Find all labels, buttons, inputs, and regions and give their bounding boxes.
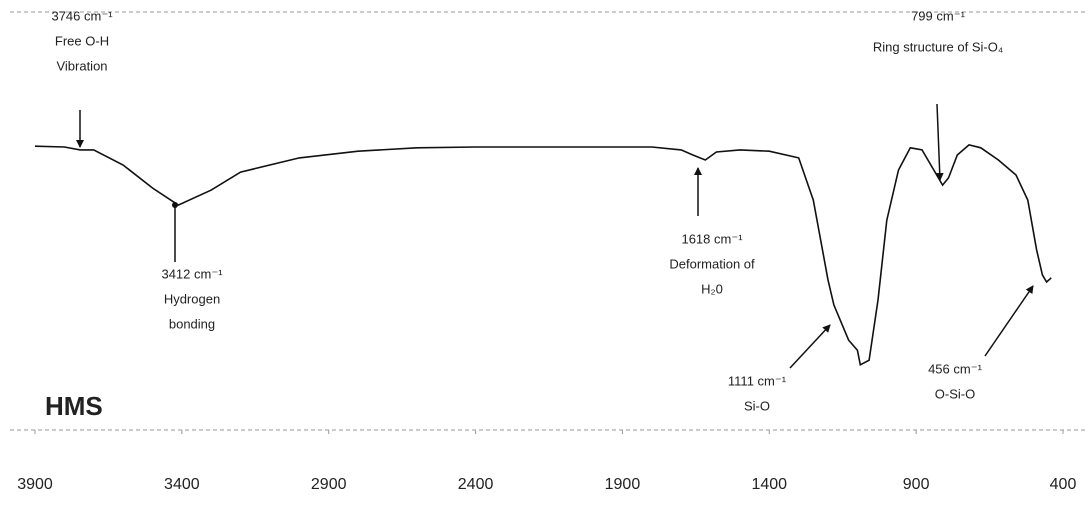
- annotation: 1111 cm⁻¹: [728, 373, 787, 388]
- arrow: [937, 104, 940, 180]
- x-tick-label: 400: [1050, 476, 1077, 493]
- x-tick-label: 3900: [17, 476, 53, 493]
- annotation: Vibration: [56, 58, 107, 73]
- annotation: 3412 cm⁻¹: [161, 266, 223, 281]
- annotation: 799 cm⁻¹: [911, 8, 965, 23]
- annotation: H₂0: [701, 281, 723, 296]
- annotation: Deformation of: [669, 256, 755, 271]
- x-tick-label: 1900: [605, 476, 641, 493]
- annotation: Si-O: [744, 398, 770, 413]
- arrow: [790, 325, 830, 368]
- annotation: O-Si-O: [935, 386, 975, 401]
- annotation: 3746 cm⁻¹: [51, 8, 113, 23]
- chart: HMS 3900 3400 2900 2400 1900 1400 900 400 3746 c…: [0, 0, 1089, 505]
- annotation: 1618 cm⁻¹: [681, 231, 743, 246]
- arrow: [985, 286, 1033, 356]
- annotation: Ring structure of Si-O₄: [873, 39, 1003, 54]
- x-tick-label: 3400: [164, 476, 200, 493]
- x-tick-label: 900: [903, 476, 930, 493]
- sample-label: HMS: [45, 391, 103, 421]
- annotation: Free O-H: [55, 33, 109, 48]
- x-tick-label: 1400: [751, 476, 787, 493]
- x-tick-label: 2900: [311, 476, 347, 493]
- annotation: Hydrogen: [164, 291, 220, 306]
- x-tick-label: 2400: [458, 476, 494, 493]
- annotation: bonding: [169, 316, 215, 331]
- annotation: 456 cm⁻¹: [928, 361, 982, 376]
- spectrum-line: [35, 145, 1051, 365]
